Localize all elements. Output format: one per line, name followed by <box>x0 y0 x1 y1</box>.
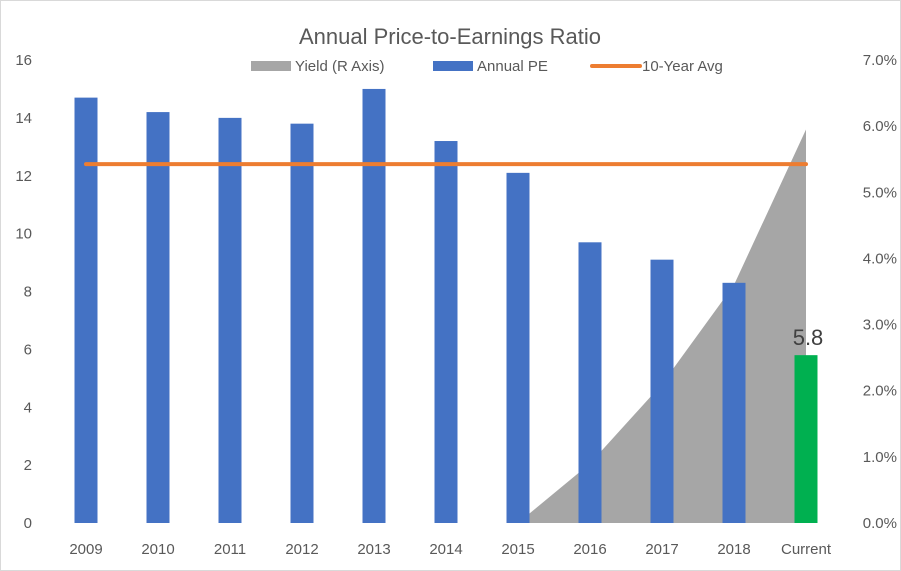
bar-2018 <box>722 282 746 523</box>
pe-bars-layer <box>74 88 818 524</box>
right-axis: 0.0% 1.0% 2.0% 3.0% 4.0% 5.0% 6.0% 7.0% <box>863 52 897 532</box>
right-axis-tick-0.0%: 0.0% <box>863 515 897 532</box>
legend-yield-marker <box>251 61 291 71</box>
x-axis-tick-2016: 2016 <box>573 541 606 558</box>
bar-2015 <box>506 172 530 523</box>
x-axis-tick-2018: 2018 <box>717 541 750 558</box>
x-axis-tick-2013: 2013 <box>357 541 390 558</box>
bar-2010 <box>146 112 170 524</box>
right-axis-tick-6.0%: 6.0% <box>863 118 897 135</box>
left-axis-tick-10: 10 <box>15 226 32 243</box>
legend-yield-label: Yield (R Axis) <box>295 58 384 75</box>
left-axis-tick-6: 6 <box>24 341 32 358</box>
bar-2009 <box>74 97 98 524</box>
bar-2014 <box>434 141 458 523</box>
left-axis-tick-4: 4 <box>24 399 32 416</box>
x-axis-tick-2014: 2014 <box>429 541 462 558</box>
chart-legend: Yield (R Axis) Annual PE 10-Year Avg <box>251 58 723 75</box>
right-axis-tick-3.0%: 3.0% <box>863 317 897 334</box>
data-label-layer: 5.8 <box>793 325 824 350</box>
bar-2016 <box>578 242 602 523</box>
current-value-label: 5.8 <box>793 325 824 350</box>
bar-2013 <box>362 88 386 523</box>
x-axis-tick-Current: Current <box>781 541 832 558</box>
left-axis-tick-0: 0 <box>24 515 32 532</box>
bar-2017 <box>650 259 674 523</box>
left-axis-tick-14: 14 <box>15 110 32 127</box>
x-axis-tick-2011: 2011 <box>214 541 246 558</box>
x-axis-tick-2009: 2009 <box>69 541 102 558</box>
left-axis-tick-16: 16 <box>15 52 32 69</box>
bar-current <box>794 355 818 523</box>
left-axis-tick-8: 8 <box>24 284 32 301</box>
right-axis-tick-7.0%: 7.0% <box>863 52 897 69</box>
x-axis-tick-2010: 2010 <box>141 541 174 558</box>
x-axis: 2009 2010 2011 2012 2013 2014 2015 2016 2017 2018… <box>69 541 832 558</box>
right-axis-tick-2.0%: 2.0% <box>863 383 897 400</box>
right-axis-tick-4.0%: 4.0% <box>863 250 897 267</box>
left-axis-tick-12: 12 <box>15 168 32 185</box>
chart-title: Annual Price-to-Earnings Ratio <box>299 24 601 49</box>
left-axis-tick-2: 2 <box>24 457 32 474</box>
legend-annual-pe-label: Annual PE <box>477 58 548 75</box>
left-axis: 0 2 4 6 8 10 12 14 16 <box>15 52 32 532</box>
x-axis-tick-2012: 2012 <box>285 541 318 558</box>
right-axis-tick-1.0%: 1.0% <box>863 449 897 466</box>
x-axis-tick-2015: 2015 <box>501 541 534 558</box>
bar-2011 <box>218 117 242 523</box>
bar-2012 <box>290 123 314 523</box>
legend-10-year-avg-label: 10-Year Avg <box>642 58 723 75</box>
x-axis-tick-2017: 2017 <box>645 541 678 558</box>
legend-annual-pe-marker <box>433 61 473 71</box>
right-axis-tick-5.0%: 5.0% <box>863 184 897 201</box>
